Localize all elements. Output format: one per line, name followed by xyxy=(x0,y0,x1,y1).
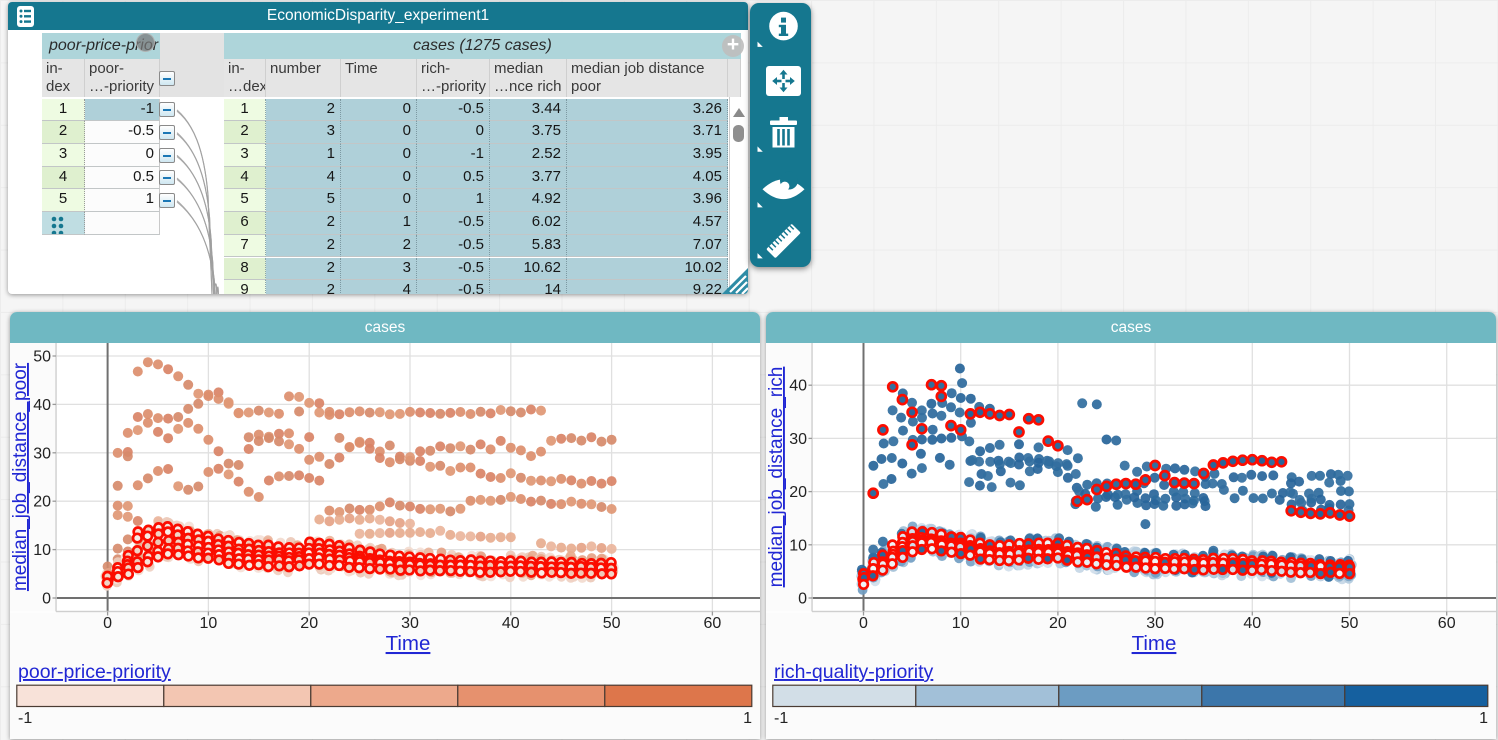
svg-text:0: 0 xyxy=(798,591,807,608)
svg-text:median_job_distance_poor: median_job_distance_poor xyxy=(10,362,31,591)
svg-text:0: 0 xyxy=(103,615,112,632)
svg-text:20: 20 xyxy=(33,494,51,511)
svg-text:median_job_distance_rich: median_job_distance_rich xyxy=(766,367,787,588)
svg-text:0: 0 xyxy=(42,591,51,608)
svg-text:60: 60 xyxy=(704,615,722,632)
svg-text:-1: -1 xyxy=(18,710,32,727)
svg-text:40: 40 xyxy=(33,397,51,414)
svg-text:10: 10 xyxy=(952,615,970,632)
svg-text:Time: Time xyxy=(1132,632,1177,655)
svg-text:10: 10 xyxy=(789,537,807,554)
svg-text:40: 40 xyxy=(502,615,520,632)
svg-text:20: 20 xyxy=(1049,615,1067,632)
svg-text:1: 1 xyxy=(743,710,752,727)
svg-text:60: 60 xyxy=(1438,615,1456,632)
svg-text:0: 0 xyxy=(859,615,868,632)
svg-text:1: 1 xyxy=(1479,710,1488,727)
svg-text:Time: Time xyxy=(386,632,431,655)
svg-text:poor-price-priority: poor-price-priority xyxy=(18,661,171,683)
svg-text:30: 30 xyxy=(789,431,807,448)
svg-text:30: 30 xyxy=(401,615,419,632)
svg-text:20: 20 xyxy=(789,484,807,501)
svg-text:50: 50 xyxy=(1341,615,1359,632)
svg-text:30: 30 xyxy=(33,445,51,462)
svg-text:10: 10 xyxy=(200,615,218,632)
svg-text:rich-quality-priority: rich-quality-priority xyxy=(774,661,934,683)
svg-text:-1: -1 xyxy=(774,710,788,727)
svg-text:40: 40 xyxy=(789,378,807,395)
svg-text:30: 30 xyxy=(1146,615,1164,632)
svg-text:10: 10 xyxy=(33,542,51,559)
svg-text:40: 40 xyxy=(1243,615,1261,632)
svg-text:50: 50 xyxy=(33,349,51,366)
svg-text:50: 50 xyxy=(603,615,621,632)
svg-text:20: 20 xyxy=(300,615,318,632)
